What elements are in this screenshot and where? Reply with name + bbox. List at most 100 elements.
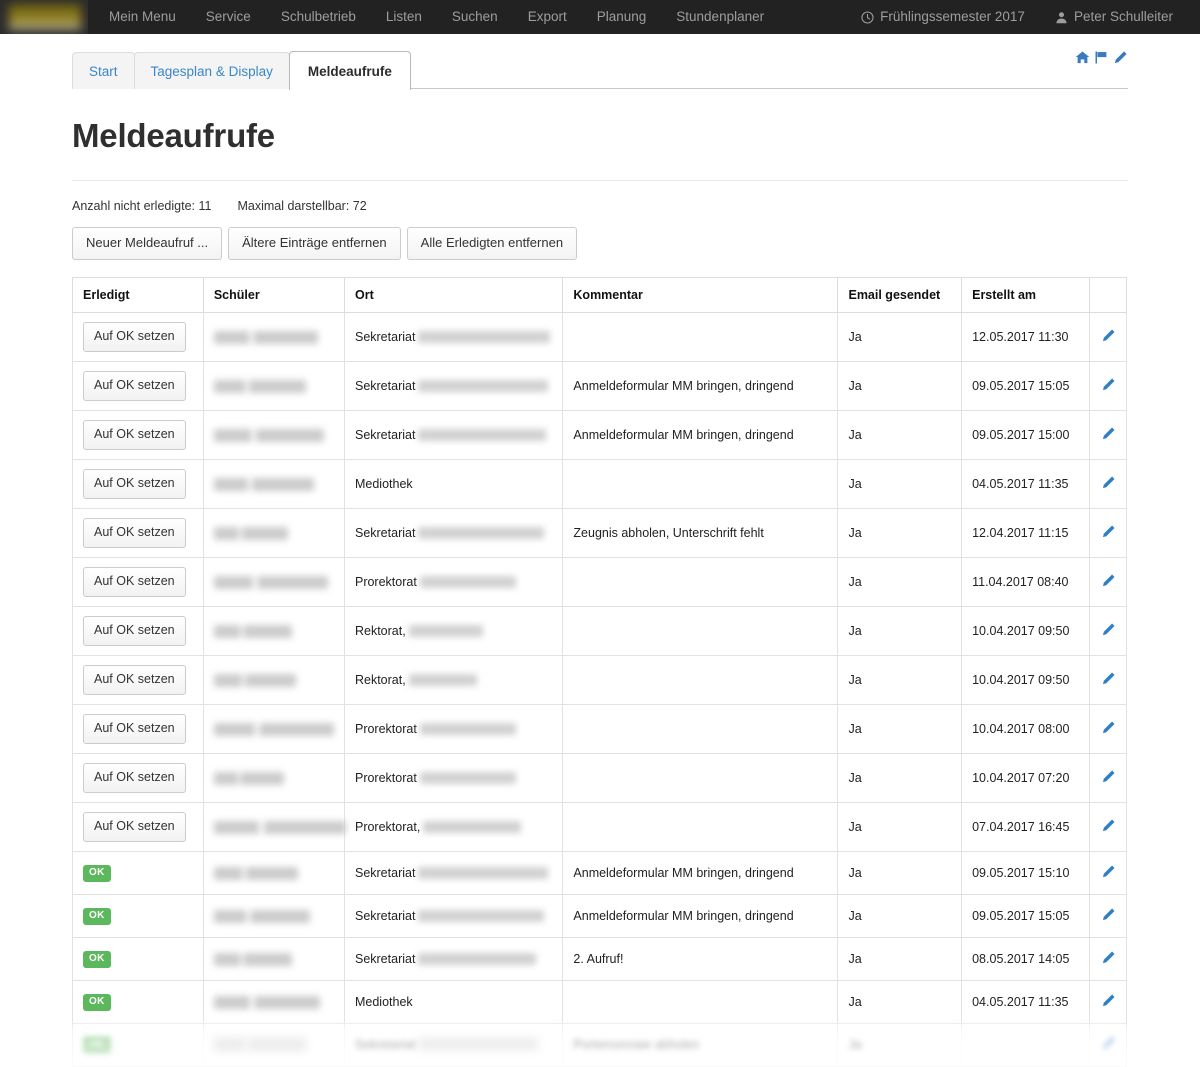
cell-kommentar bbox=[562, 606, 839, 656]
pencil-icon[interactable] bbox=[1101, 818, 1116, 833]
table-row: Auf OK setzen Prorektorat, Ja 07.04.2017 16… bbox=[72, 802, 1128, 852]
column-header-ort: Ort bbox=[343, 277, 564, 313]
cell-kommentar bbox=[562, 704, 839, 754]
cell-schueler bbox=[202, 606, 345, 656]
column-header-kommentar: Kommentar bbox=[562, 277, 839, 313]
tab-meldeaufrufe[interactable]: Meldeaufrufe bbox=[288, 51, 411, 90]
pencil-icon[interactable] bbox=[1101, 328, 1116, 343]
cell-actions bbox=[1088, 361, 1128, 411]
user-name-label: Peter Schulleiter bbox=[1073, 9, 1173, 24]
cell-actions bbox=[1088, 557, 1128, 607]
home-icon[interactable] bbox=[1075, 50, 1090, 65]
nav-item-planung[interactable]: Planung bbox=[596, 9, 647, 24]
ort-label: Rektorat, bbox=[354, 673, 406, 687]
pencil-icon[interactable] bbox=[1101, 1036, 1116, 1051]
pencil-icon[interactable] bbox=[1101, 720, 1116, 735]
table-row: Auf OK setzen Sekretariat Anmeldeformular … bbox=[72, 361, 1128, 411]
nav-item-schulbetrieb[interactable]: Schulbetrieb bbox=[280, 9, 356, 24]
cell-schueler bbox=[202, 557, 345, 607]
cell-email-gesendet: Ja bbox=[837, 410, 963, 460]
nav-item-stundenplaner[interactable]: Stundenplaner bbox=[676, 9, 765, 24]
column-header-email: Email gesendet bbox=[837, 277, 963, 313]
redacted-student-name bbox=[213, 995, 320, 1009]
page-title: Meldeaufrufe bbox=[72, 117, 275, 154]
pencil-icon[interactable] bbox=[1101, 769, 1116, 784]
pencil-icon[interactable] bbox=[1101, 907, 1116, 922]
pencil-icon[interactable] bbox=[1101, 864, 1116, 879]
cell-ort: Prorektorat bbox=[343, 557, 564, 607]
redacted-ort-detail bbox=[423, 821, 522, 833]
set-ok-button[interactable]: Auf OK setzen bbox=[83, 763, 186, 793]
pencil-icon[interactable] bbox=[1101, 950, 1116, 965]
top-navbar: Mein Menu Service Schulbetrieb Listen Su… bbox=[0, 0, 1200, 34]
cell-email-gesendet: Ja bbox=[837, 606, 963, 656]
set-ok-button[interactable]: Auf OK setzen bbox=[83, 420, 186, 450]
set-ok-button[interactable]: Auf OK setzen bbox=[83, 567, 186, 597]
table-row: Auf OK setzen Prorektorat Ja 10.04.2017 07:… bbox=[72, 753, 1128, 803]
user-menu[interactable]: Peter Schulleiter bbox=[1040, 0, 1188, 34]
table-row: Auf OK setzen Rektorat, Ja 10.04.2017 09:50 bbox=[72, 606, 1128, 656]
set-ok-button[interactable]: Auf OK setzen bbox=[83, 371, 186, 401]
cell-ort: Sekretariat bbox=[343, 937, 564, 981]
cell-erledigt: Auf OK setzen bbox=[72, 410, 204, 460]
semester-selector[interactable]: Frühlingssemester 2017 bbox=[846, 0, 1040, 34]
nav-item-mein-menu[interactable]: Mein Menu bbox=[109, 9, 176, 24]
nav-item-listen[interactable]: Listen bbox=[385, 9, 422, 24]
cell-schueler bbox=[202, 980, 345, 1024]
redacted-ort-detail bbox=[418, 380, 549, 392]
redacted-student-name bbox=[213, 673, 296, 687]
set-ok-button[interactable]: Auf OK setzen bbox=[83, 469, 186, 499]
pencil-icon[interactable] bbox=[1113, 50, 1128, 65]
pencil-icon[interactable] bbox=[1101, 426, 1116, 441]
pencil-icon[interactable] bbox=[1101, 377, 1116, 392]
ort-label: Rektorat, bbox=[354, 624, 406, 638]
redacted-ort-detail bbox=[418, 910, 545, 922]
table-row: Auf OK setzen Mediothek Ja 04.05.2017 11:35 bbox=[72, 459, 1128, 509]
remove-all-completed-button[interactable]: Alle Erledigten entfernen bbox=[406, 227, 578, 260]
tab-start[interactable]: Start bbox=[72, 52, 135, 89]
set-ok-button[interactable]: Auf OK setzen bbox=[83, 518, 186, 548]
pencil-icon[interactable] bbox=[1101, 671, 1116, 686]
pencil-icon[interactable] bbox=[1101, 524, 1116, 539]
nav-item-service[interactable]: Service bbox=[205, 9, 251, 24]
cell-schueler bbox=[202, 459, 345, 509]
flag-icon[interactable] bbox=[1094, 50, 1109, 65]
set-ok-button[interactable]: Auf OK setzen bbox=[83, 812, 186, 842]
nav-item-suchen[interactable]: Suchen bbox=[451, 9, 498, 24]
tab-strip-underline bbox=[72, 88, 1128, 89]
ort-label: Prorektorat bbox=[354, 771, 417, 785]
cell-erstellt-am: 11.04.2017 08:40 bbox=[961, 557, 1090, 607]
set-ok-button[interactable]: Auf OK setzen bbox=[83, 616, 186, 646]
set-ok-button[interactable]: Auf OK setzen bbox=[83, 322, 186, 352]
logo-image bbox=[9, 4, 81, 30]
table-row: OK Mediothek Ja 04.05.2017 11:35 bbox=[72, 980, 1128, 1024]
ort-label: Sekretariat bbox=[354, 866, 416, 880]
cell-erledigt: OK bbox=[72, 851, 204, 895]
cell-actions bbox=[1088, 606, 1128, 656]
table-body: Auf OK setzen Sekretariat Ja 12.05.2017 11:… bbox=[72, 312, 1128, 1067]
pencil-icon[interactable] bbox=[1101, 475, 1116, 490]
cell-email-gesendet: Ja bbox=[837, 894, 963, 938]
set-ok-button[interactable]: Auf OK setzen bbox=[83, 665, 186, 695]
cell-erstellt-am: 04.05.2017 11:35 bbox=[961, 459, 1090, 509]
cell-ort: Sekretariat bbox=[343, 410, 564, 460]
pencil-icon[interactable] bbox=[1101, 993, 1116, 1008]
ort-label: Sekretariat bbox=[354, 330, 416, 344]
cell-schueler bbox=[202, 704, 345, 754]
cell-kommentar: Anmeldeformular MM bringen, dringend bbox=[562, 361, 839, 411]
set-ok-button[interactable]: Auf OK setzen bbox=[83, 714, 186, 744]
nav-item-export[interactable]: Export bbox=[527, 9, 567, 24]
cell-email-gesendet: Ja bbox=[837, 802, 963, 852]
action-button-row: Neuer Meldeaufruf ... Ältere Einträge en… bbox=[72, 227, 1128, 260]
school-logo[interactable] bbox=[0, 0, 88, 34]
pencil-icon[interactable] bbox=[1101, 573, 1116, 588]
ort-label: Mediothek bbox=[354, 995, 413, 1009]
cell-kommentar: 2. Aufruf! bbox=[562, 937, 839, 981]
tab-tagesplan-display[interactable]: Tagesplan & Display bbox=[133, 52, 290, 89]
remove-old-entries-button[interactable]: Ältere Einträge entfernen bbox=[228, 227, 401, 260]
cell-kommentar: Anmeldeformular MM bringen, dringend bbox=[562, 894, 839, 938]
pencil-icon[interactable] bbox=[1101, 622, 1116, 637]
cell-erledigt: OK bbox=[72, 980, 204, 1024]
new-meldeaufruf-button[interactable]: Neuer Meldeaufruf ... bbox=[72, 227, 223, 260]
redacted-ort-detail bbox=[418, 953, 537, 965]
